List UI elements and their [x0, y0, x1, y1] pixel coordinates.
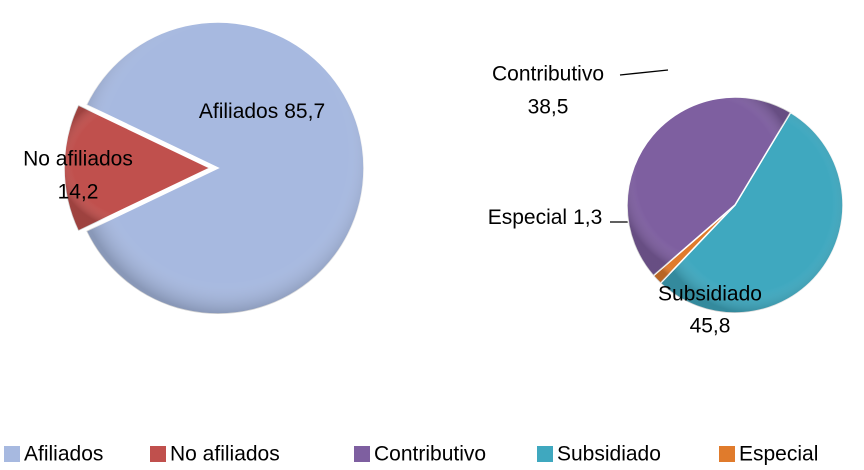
legend-swatch: [537, 446, 553, 462]
leader-line: [619, 69, 669, 76]
slice-shade: [86, 22, 365, 315]
legend-label: Contributivo: [374, 443, 486, 466]
legend-label: Especial: [739, 443, 818, 466]
data-label: Especial 1,3: [488, 206, 603, 229]
slice-shade: [660, 112, 844, 314]
legend-label: No afiliados: [170, 443, 280, 466]
data-label-value: 45,8: [690, 315, 731, 338]
legend-swatch: [354, 446, 370, 462]
data-label-name: Contributivo: [492, 63, 604, 86]
data-label: Afiliados 85,7: [199, 100, 325, 123]
legend-swatch: [4, 446, 20, 462]
data-label-name: No afiliados: [23, 148, 133, 171]
label-name: Afiliados: [199, 100, 278, 123]
slice-shade: [627, 97, 791, 276]
slice-shade: [63, 104, 210, 232]
label-name: Especial: [488, 206, 567, 229]
data-label-value: 14,2: [58, 181, 99, 204]
data-label-value: 38,5: [528, 96, 569, 119]
legend-label: Subsidiado: [557, 443, 661, 466]
legend-swatch: [719, 446, 735, 462]
data-label-name: Subsidiado: [658, 283, 762, 306]
slice-shade: [653, 205, 735, 284]
legend-label: Afiliados: [24, 443, 103, 466]
legend-swatch: [150, 446, 166, 462]
label-value: 85,7: [284, 100, 325, 123]
label-value: 1,3: [573, 206, 602, 229]
